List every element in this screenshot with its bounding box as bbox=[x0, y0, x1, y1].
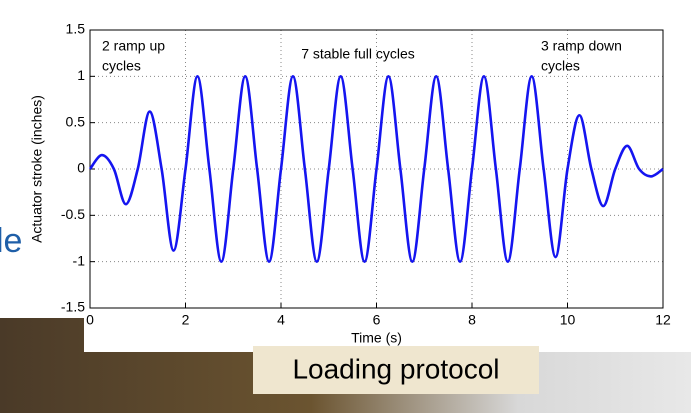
annotation: 3 ramp down bbox=[541, 38, 622, 54]
x-tick-label: 12 bbox=[655, 312, 671, 328]
x-tick-label: 4 bbox=[277, 312, 285, 328]
y-tick-label: 1.5 bbox=[66, 21, 86, 37]
y-tick-label: -0.5 bbox=[61, 206, 85, 222]
y-axis-label: Actuator stroke (inches) bbox=[29, 95, 45, 243]
annotation: 2 ramp up bbox=[102, 38, 165, 54]
y-tick-label: -1 bbox=[73, 252, 86, 268]
annotation: 7 stable full cycles bbox=[301, 46, 415, 62]
annotation: cycles bbox=[102, 58, 141, 74]
annotation: cycles bbox=[541, 58, 580, 74]
x-tick-label: 2 bbox=[182, 312, 190, 328]
slide-text-fragment: le bbox=[0, 222, 22, 260]
y-tick-label: 0.5 bbox=[66, 113, 86, 129]
x-tick-label: 10 bbox=[560, 312, 576, 328]
y-tick-label: -1.5 bbox=[61, 299, 85, 315]
y-tick-label: 1 bbox=[77, 67, 85, 83]
x-tick-label: 8 bbox=[468, 312, 476, 328]
x-axis-label: Time (s) bbox=[351, 330, 402, 346]
caption: Loading protocol bbox=[292, 353, 499, 384]
y-tick-label: 0 bbox=[77, 160, 85, 176]
x-tick-label: 0 bbox=[86, 312, 94, 328]
slide: le Loading protocol -1.5 -1 -0.5 0 0.5 1 1.5 0 2… bbox=[0, 0, 691, 413]
chart: -1.5 -1 -0.5 0 0.5 1 1.5 0 2 4 6 8 10 12 Time (s) Actua… bbox=[29, 21, 671, 346]
x-tick-label: 6 bbox=[373, 312, 381, 328]
